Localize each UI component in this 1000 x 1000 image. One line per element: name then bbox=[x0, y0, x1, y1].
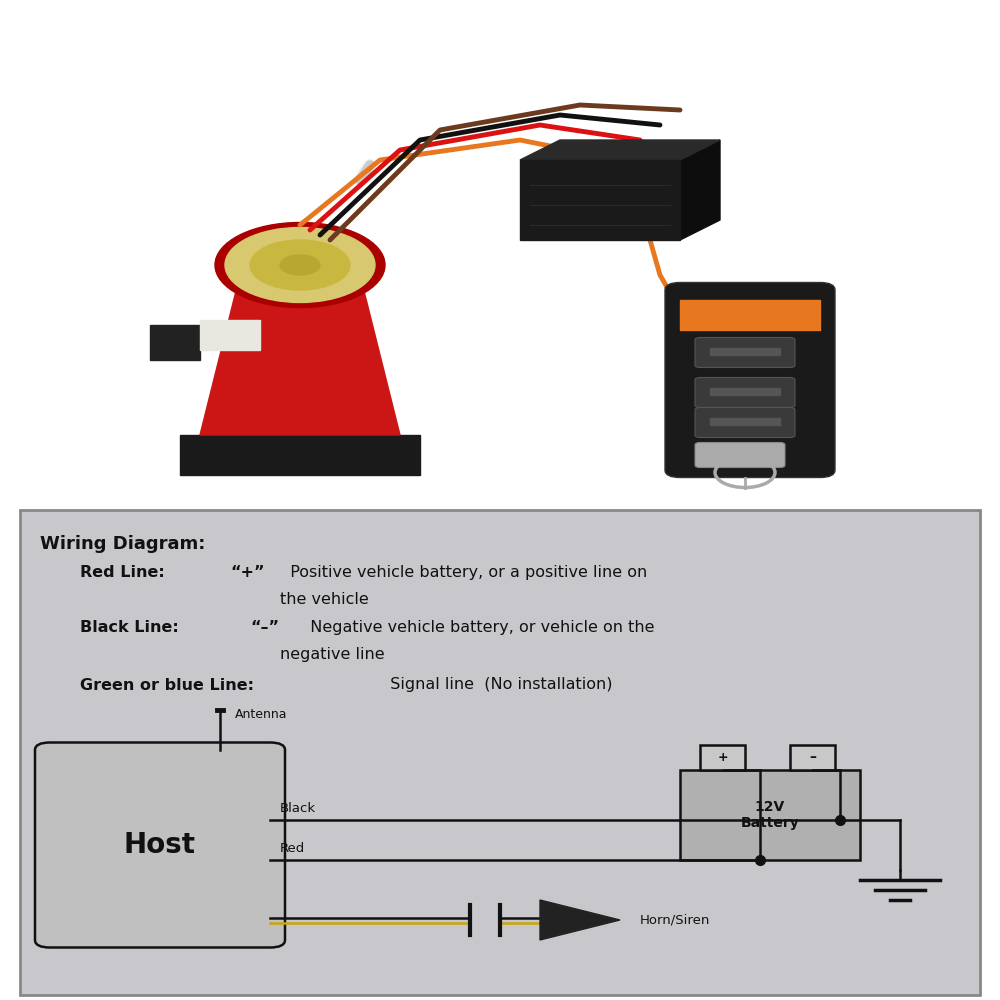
Text: Host: Host bbox=[124, 831, 196, 859]
Polygon shape bbox=[520, 140, 720, 160]
Bar bbox=[680, 300, 820, 330]
Bar bbox=[700, 745, 745, 770]
Bar bbox=[710, 387, 780, 395]
Polygon shape bbox=[200, 320, 260, 350]
Text: Signal line  (No installation): Signal line (No installation) bbox=[380, 678, 612, 692]
Text: –: – bbox=[809, 750, 816, 764]
FancyBboxPatch shape bbox=[695, 408, 795, 438]
Text: Red Line:: Red Line: bbox=[80, 565, 165, 580]
Polygon shape bbox=[520, 160, 680, 240]
Circle shape bbox=[225, 228, 375, 302]
FancyBboxPatch shape bbox=[695, 442, 785, 468]
FancyBboxPatch shape bbox=[20, 510, 980, 995]
Circle shape bbox=[215, 223, 385, 308]
Polygon shape bbox=[200, 275, 400, 435]
Text: Wiring Diagram:: Wiring Diagram: bbox=[40, 535, 205, 553]
Text: negative line: negative line bbox=[280, 648, 385, 662]
Bar bbox=[710, 418, 780, 425]
Circle shape bbox=[280, 255, 320, 275]
Text: “+”: “+” bbox=[230, 565, 264, 580]
FancyBboxPatch shape bbox=[665, 282, 835, 478]
Text: +: + bbox=[717, 751, 728, 764]
Bar bbox=[680, 770, 860, 860]
Text: Horn/Siren: Horn/Siren bbox=[640, 914, 710, 926]
Circle shape bbox=[250, 240, 350, 290]
Polygon shape bbox=[150, 325, 200, 360]
Text: “–”: “–” bbox=[250, 620, 279, 635]
Text: Black Line:: Black Line: bbox=[80, 620, 179, 635]
FancyBboxPatch shape bbox=[695, 377, 795, 408]
Text: the vehicle: the vehicle bbox=[280, 592, 369, 607]
Text: Positive vehicle battery, or a positive line on: Positive vehicle battery, or a positive … bbox=[280, 565, 647, 580]
Bar bbox=[710, 348, 780, 355]
Text: Black: Black bbox=[280, 802, 316, 816]
FancyBboxPatch shape bbox=[695, 338, 795, 367]
Text: Red: Red bbox=[280, 842, 305, 856]
Polygon shape bbox=[680, 140, 720, 240]
Text: Green or blue Line:: Green or blue Line: bbox=[80, 678, 254, 692]
Text: Negative vehicle battery, or vehicle on the: Negative vehicle battery, or vehicle on … bbox=[300, 620, 654, 635]
Bar bbox=[790, 745, 835, 770]
Text: Antenna: Antenna bbox=[235, 708, 288, 722]
Polygon shape bbox=[180, 435, 420, 475]
Text: 12V
Battery: 12V Battery bbox=[741, 800, 799, 830]
Polygon shape bbox=[540, 900, 620, 940]
FancyBboxPatch shape bbox=[35, 742, 285, 948]
